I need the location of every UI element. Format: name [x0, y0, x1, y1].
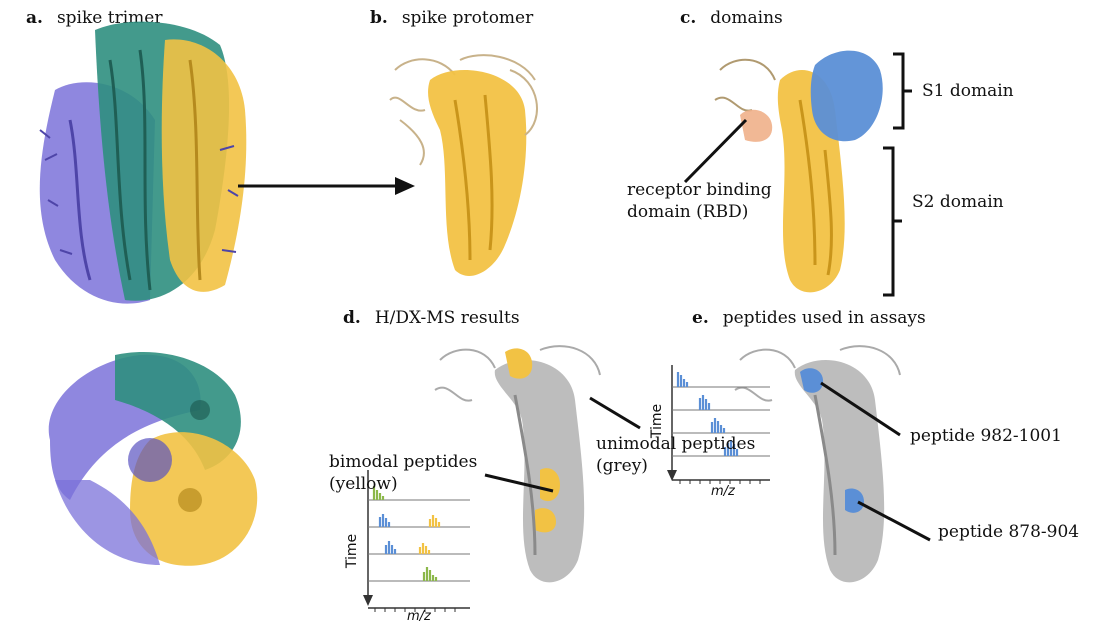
peptide-878-904-label: peptide 878-904 [938, 522, 1080, 542]
protomer-e [734, 345, 931, 583]
panel-b-label: b. spike protomer [370, 8, 533, 28]
s1-domain-label: S1 domain [922, 81, 1014, 101]
protomer-b [389, 54, 538, 276]
spectra-inset-unimodal [667, 365, 770, 484]
panel-c-letter: c. [680, 8, 697, 28]
time-axis-label-bimodal: Time [344, 533, 361, 569]
rbd-label-line1: receptor binding [627, 180, 772, 200]
bimodal-label: bimodal peptides (yellow) [329, 451, 477, 495]
trimer-side-view [39, 21, 247, 304]
trimer-top-view [48, 351, 258, 566]
unimodal-label-line2: (grey) [596, 456, 648, 476]
s2-bracket [883, 146, 902, 297]
arrow-a-to-b [238, 177, 415, 195]
protomer-d [434, 345, 641, 583]
protomer-c [683, 50, 883, 293]
panel-e-letter: e. [692, 308, 709, 328]
panel-e-label: e. peptides used in assays [692, 308, 926, 328]
mz-axis-label-unimodal: m/z [711, 484, 735, 499]
panel-a-letter: a. [26, 8, 43, 28]
panel-d-letter: d. [343, 308, 361, 328]
panel-c-title: domains [710, 8, 783, 28]
rbd-label: receptor binding domain (RBD) [627, 179, 772, 223]
panel-b-title: spike protomer [401, 8, 534, 28]
s1-bracket [893, 52, 912, 130]
panel-e-title: peptides used in assays [722, 308, 926, 328]
panel-d-label: d. H/DX-MS results [343, 308, 520, 328]
mz-axis-label-bimodal: m/z [407, 609, 431, 624]
unimodal-label-line1: unimodal peptides [596, 434, 756, 454]
panel-b-letter: b. [370, 8, 388, 28]
bimodal-label-line1: bimodal peptides [329, 452, 478, 472]
bimodal-label-line2: (yellow) [329, 474, 398, 494]
s2-domain-label: S2 domain [912, 192, 1004, 212]
spectra-inset-bimodal [363, 470, 470, 612]
panel-c-label: c. domains [680, 8, 783, 28]
peptide-982-1001-label: peptide 982-1001 [910, 426, 1062, 446]
panel-d-title: H/DX-MS results [374, 308, 520, 328]
time-axis-label-unimodal: Time [649, 403, 666, 439]
unimodal-label: unimodal peptides (grey) [596, 433, 755, 477]
rbd-label-line2: domain (RBD) [627, 202, 749, 222]
